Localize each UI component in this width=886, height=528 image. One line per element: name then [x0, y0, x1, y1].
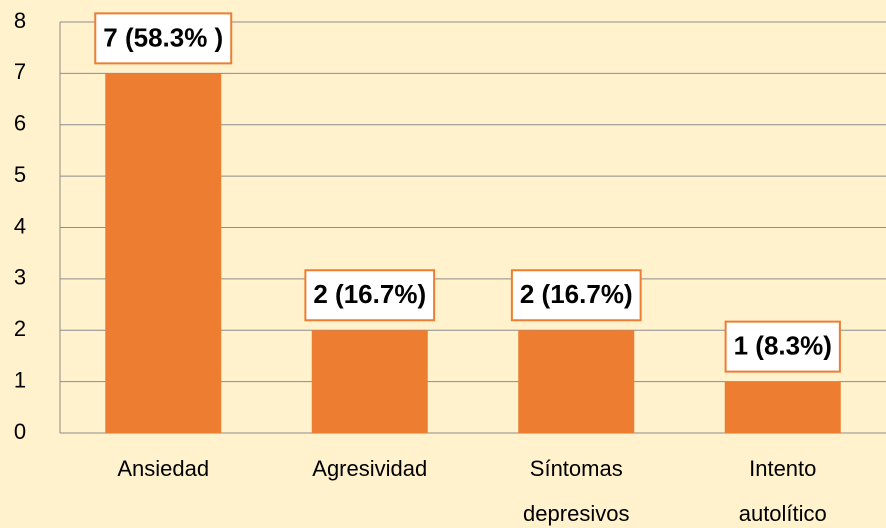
bar — [105, 73, 222, 433]
y-tick-label: 7 — [14, 59, 26, 84]
value-label-box — [724, 320, 841, 373]
bar — [311, 330, 428, 433]
value-label: 7 (58.3% ) — [103, 22, 223, 52]
x-tick-label: Intento autolítico — [739, 456, 827, 526]
value-label: 1 (8.3%) — [734, 331, 832, 361]
value-label: 2 (16.7%) — [520, 279, 633, 309]
value-label-box — [94, 12, 233, 65]
bar — [518, 330, 635, 433]
y-tick-label: 1 — [14, 367, 26, 392]
x-tick-label: Agresividad — [312, 456, 427, 481]
y-tick-label: 5 — [14, 162, 26, 187]
y-tick-label: 3 — [14, 265, 26, 290]
y-tick-label: 6 — [14, 111, 26, 136]
value-label-box — [304, 269, 436, 322]
bar — [724, 381, 841, 433]
value-label-box — [510, 269, 642, 322]
x-tick-label: Síntomas depresivos — [523, 456, 629, 526]
x-tick-label: Ansiedad — [117, 456, 209, 481]
y-tick-label: 8 — [14, 8, 26, 33]
y-tick-label: 0 — [14, 419, 26, 444]
value-label: 2 (16.7%) — [313, 279, 426, 309]
y-tick-label: 4 — [14, 213, 26, 238]
y-tick-label: 2 — [14, 316, 26, 341]
